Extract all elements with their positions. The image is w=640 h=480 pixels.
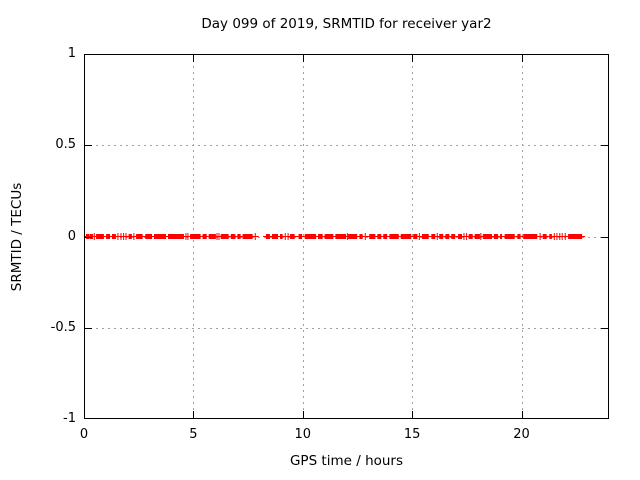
data-segment (96, 234, 104, 239)
data-segment (389, 234, 399, 239)
data-point-plus (466, 233, 468, 240)
data-point-plus (93, 233, 95, 240)
data-segment (154, 234, 167, 239)
data-segment (431, 234, 436, 239)
data-segment (106, 234, 111, 239)
data-segment (304, 234, 317, 239)
data-segment (318, 234, 323, 239)
y-tick-label: -1 (63, 411, 76, 426)
data-segment (335, 234, 347, 239)
data-segment (500, 234, 503, 239)
data-segment (359, 234, 363, 239)
x-tick-label: 20 (513, 427, 530, 442)
data-segment (517, 234, 521, 239)
plot-area (84, 54, 609, 419)
data-segment (242, 234, 253, 239)
data-segment (369, 234, 376, 239)
data-segment (230, 234, 236, 239)
data-segment (190, 234, 201, 239)
x-tick-label: 5 (189, 427, 198, 442)
data-segment (400, 234, 412, 239)
x-tick-label: 0 (79, 427, 89, 442)
data-segment (458, 234, 462, 239)
data-point-plus (480, 233, 482, 240)
data-segment (280, 234, 283, 239)
data-segment (220, 234, 229, 239)
data-point-plus (436, 233, 438, 240)
data-segment (523, 234, 538, 239)
x-tick-label: 10 (294, 427, 312, 442)
data-point-plus (133, 233, 135, 240)
data-point-plus (564, 233, 566, 240)
data-segment (208, 234, 216, 239)
data-point-plus (125, 233, 127, 240)
chart-title: Day 099 of 2019, SRMTID for receiver yar… (201, 16, 492, 32)
data-segment (112, 234, 116, 239)
data-segment (324, 234, 334, 239)
data-segment (493, 234, 499, 239)
data-segment (136, 234, 143, 239)
data-segment (413, 234, 418, 239)
data-segment (439, 234, 444, 239)
data-segment (377, 234, 382, 239)
x-tick-label: 15 (403, 427, 421, 442)
data-segment (468, 234, 473, 239)
data-segment (271, 234, 279, 239)
data-point-plus (254, 233, 256, 240)
data-segment (237, 234, 241, 239)
data-segment (383, 234, 388, 239)
y-tick-label: 0 (67, 228, 76, 244)
data-segment (168, 234, 184, 239)
data-point-plus (346, 233, 348, 240)
x-axis-label: GPS time / hours (289, 453, 404, 469)
data-segment (568, 234, 583, 239)
data-segment (504, 234, 515, 239)
data-point-plus (287, 233, 289, 240)
data-segment (145, 234, 153, 239)
data-segment (266, 234, 270, 239)
data-segment (128, 234, 132, 239)
data-segment (202, 234, 207, 239)
plot-border (84, 54, 609, 419)
data-segment (549, 234, 552, 239)
y-tick-label: -0.5 (50, 319, 76, 335)
data-segment (445, 234, 450, 239)
data-point-plus (418, 233, 420, 240)
data-segment (451, 234, 456, 239)
y-tick-label: 1 (67, 46, 76, 61)
data-point-plus (364, 233, 366, 240)
data-point-plus (539, 233, 541, 240)
data-segment (298, 234, 303, 239)
data-segment (482, 234, 492, 239)
data-point-plus (218, 233, 220, 240)
data-segment (348, 234, 358, 239)
data-segment (290, 234, 295, 239)
y-tick-label: 0.5 (55, 137, 76, 153)
data-segment (421, 234, 429, 239)
data-segment (542, 234, 547, 239)
data-point-plus (187, 233, 189, 240)
